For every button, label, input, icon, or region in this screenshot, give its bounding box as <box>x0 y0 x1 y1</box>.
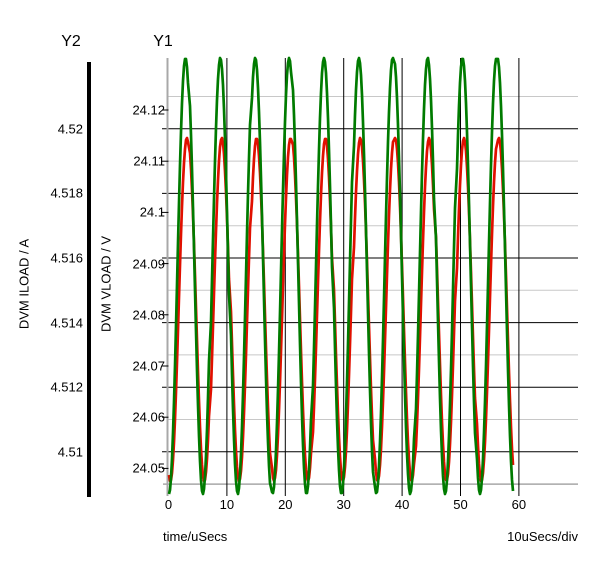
x-tick-label: 20 <box>278 497 293 512</box>
y2-axis-unit-label: DVM ILOAD / A <box>16 238 32 330</box>
y1-tick-label: 24.08 <box>132 307 165 323</box>
y1-tick-label: 24.07 <box>132 358 165 374</box>
x-tick-label: 10 <box>219 497 235 512</box>
vload-trace[interactable] <box>167 136 515 483</box>
x-axis-scale-label: 10uSecs/div <box>507 529 578 544</box>
y2-tick-label: 4.512 <box>50 379 83 395</box>
y1-tick-label: 24.1 <box>139 204 165 220</box>
y1-axis-unit-label: DVM VLOAD / V <box>98 235 114 333</box>
y1-tick-label: 24.12 <box>132 102 165 118</box>
y2-tick-label: 4.518 <box>50 185 83 201</box>
x-tick-label: 50 <box>453 497 468 512</box>
y1-axis-header: Y1 <box>153 33 173 50</box>
x-tick-label: 0 <box>164 497 173 512</box>
y1-tick-label: 24.11 <box>133 153 165 169</box>
y2-tick-label: 4.51 <box>57 444 83 460</box>
x-tick-label: 40 <box>394 497 410 512</box>
y1-tick-label: 24.05 <box>132 460 165 476</box>
y2-axis-line[interactable] <box>87 62 91 497</box>
x-tick-label: 60 <box>511 497 527 512</box>
y2-axis-header: Y2 <box>61 33 81 50</box>
x-axis-title: time/uSecs <box>163 529 228 544</box>
x-tick-label: 30 <box>336 497 351 512</box>
y1-tick-label: 24.09 <box>132 256 165 272</box>
y1-tick-label: 24.06 <box>132 409 165 425</box>
iload-trace[interactable] <box>167 56 515 496</box>
y2-tick-label: 4.514 <box>50 315 83 331</box>
y2-tick-label: 4.516 <box>50 250 83 266</box>
y2-tick-label: 4.52 <box>57 121 83 137</box>
